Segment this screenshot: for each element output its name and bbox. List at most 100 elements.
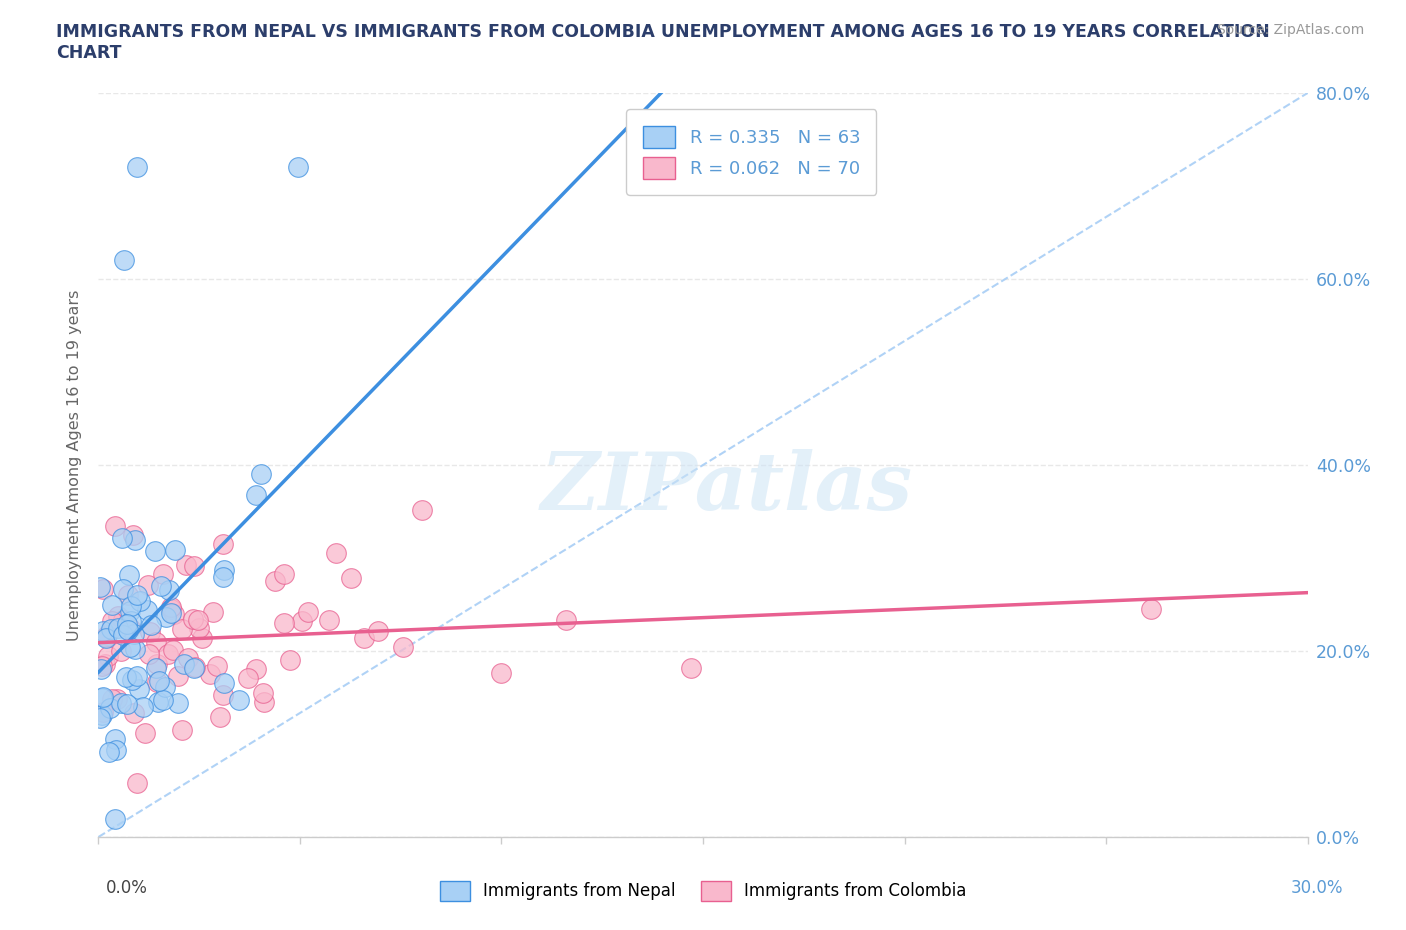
Point bbox=[91, 704, 114, 719]
Point bbox=[160, 599, 183, 614]
Point bbox=[112, 613, 135, 628]
Point bbox=[111, 581, 134, 596]
Point bbox=[177, 650, 200, 665]
Point bbox=[111, 628, 134, 643]
Point bbox=[325, 545, 347, 560]
Point bbox=[89, 579, 111, 594]
Point bbox=[121, 673, 143, 688]
Point bbox=[139, 618, 162, 632]
Point bbox=[143, 543, 166, 558]
Point bbox=[181, 611, 204, 626]
Text: 0.0%: 0.0% bbox=[105, 879, 148, 897]
Point bbox=[118, 567, 141, 582]
Point bbox=[367, 624, 389, 639]
Point bbox=[122, 527, 145, 542]
Point bbox=[162, 643, 184, 658]
Point bbox=[183, 660, 205, 675]
Point bbox=[93, 581, 115, 596]
Point bbox=[297, 604, 319, 619]
Point bbox=[122, 627, 145, 642]
Point bbox=[273, 616, 295, 631]
Point bbox=[101, 598, 124, 613]
Point bbox=[287, 160, 309, 175]
Point bbox=[253, 695, 276, 710]
Point bbox=[188, 621, 211, 636]
Point bbox=[205, 658, 228, 673]
Point bbox=[679, 660, 702, 675]
Point bbox=[135, 603, 157, 618]
Point bbox=[146, 695, 169, 710]
Point bbox=[127, 669, 149, 684]
Point bbox=[159, 602, 181, 617]
Point bbox=[107, 621, 129, 636]
Point bbox=[118, 604, 141, 618]
Point bbox=[94, 630, 117, 644]
Point bbox=[252, 685, 274, 700]
Point bbox=[153, 679, 176, 694]
Point bbox=[117, 622, 139, 637]
Point bbox=[149, 578, 172, 593]
Point bbox=[202, 604, 225, 619]
Point bbox=[117, 588, 139, 603]
Point bbox=[152, 566, 174, 581]
Point bbox=[191, 631, 214, 646]
Point bbox=[132, 699, 155, 714]
Point bbox=[110, 644, 132, 658]
Point bbox=[392, 640, 415, 655]
Point bbox=[273, 566, 295, 581]
Point bbox=[236, 671, 259, 685]
Point bbox=[167, 669, 190, 684]
Point bbox=[211, 570, 233, 585]
Point bbox=[97, 648, 120, 663]
Point bbox=[105, 691, 128, 706]
Point bbox=[128, 682, 150, 697]
Point bbox=[138, 646, 160, 661]
Legend: Immigrants from Nepal, Immigrants from Colombia: Immigrants from Nepal, Immigrants from C… bbox=[433, 874, 973, 908]
Point bbox=[124, 533, 146, 548]
Point bbox=[129, 594, 152, 609]
Point bbox=[124, 641, 146, 656]
Point bbox=[120, 620, 142, 635]
Text: Source: ZipAtlas.com: Source: ZipAtlas.com bbox=[1216, 23, 1364, 37]
Point bbox=[127, 588, 149, 603]
Point bbox=[157, 646, 180, 661]
Point bbox=[94, 657, 117, 671]
Point bbox=[97, 744, 120, 759]
Point bbox=[160, 605, 183, 620]
Point bbox=[145, 634, 167, 649]
Point bbox=[165, 543, 187, 558]
Point bbox=[353, 631, 375, 645]
Point bbox=[90, 662, 112, 677]
Point bbox=[174, 557, 197, 572]
Point bbox=[245, 487, 267, 502]
Point bbox=[198, 666, 221, 681]
Point bbox=[250, 466, 273, 481]
Point bbox=[107, 609, 129, 624]
Point bbox=[104, 811, 127, 826]
Point bbox=[212, 563, 235, 578]
Point bbox=[104, 519, 127, 534]
Point bbox=[411, 503, 433, 518]
Point bbox=[124, 706, 146, 721]
Point bbox=[152, 693, 174, 708]
Point bbox=[110, 696, 132, 711]
Point bbox=[145, 661, 167, 676]
Point bbox=[291, 614, 314, 629]
Point bbox=[120, 599, 142, 614]
Point bbox=[1140, 602, 1163, 617]
Point bbox=[146, 657, 169, 671]
Legend: R = 0.335   N = 63, R = 0.062   N = 70: R = 0.335 N = 63, R = 0.062 N = 70 bbox=[626, 110, 876, 195]
Point bbox=[111, 531, 134, 546]
Point bbox=[489, 666, 512, 681]
Point bbox=[146, 674, 169, 689]
Point bbox=[115, 617, 138, 631]
Point bbox=[162, 606, 184, 621]
Point bbox=[264, 573, 287, 588]
Point bbox=[101, 692, 124, 707]
Point bbox=[91, 623, 114, 638]
Point bbox=[125, 776, 148, 790]
Point bbox=[93, 690, 115, 705]
Text: 30.0%: 30.0% bbox=[1291, 879, 1343, 897]
Point bbox=[148, 673, 170, 688]
Point bbox=[184, 659, 207, 674]
